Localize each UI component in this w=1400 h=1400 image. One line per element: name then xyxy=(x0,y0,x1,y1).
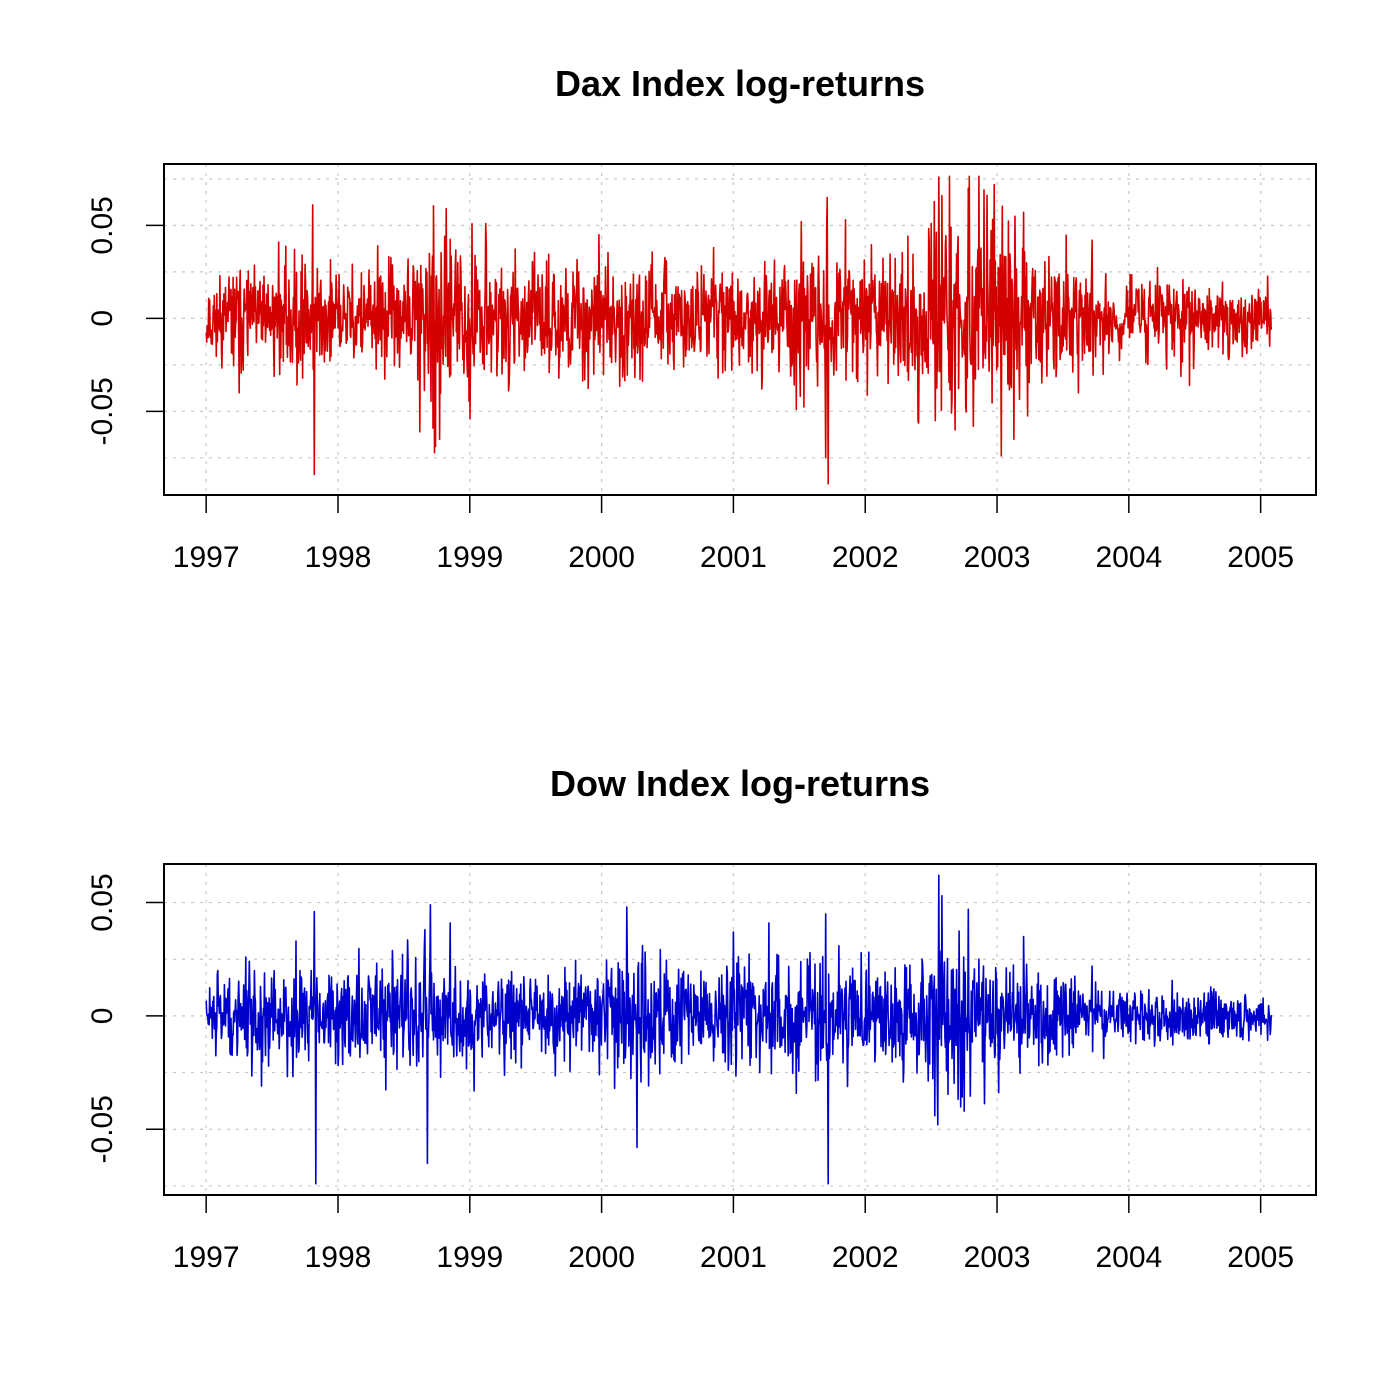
dax-x-tick-label: 2000 xyxy=(568,541,635,574)
dow-x-tick-label: 1997 xyxy=(173,1241,240,1274)
dow-y-tick-label: 0.05 xyxy=(86,873,119,931)
dax-returns-line xyxy=(205,175,1272,485)
dow-y-axis: -0.05 0 0.05 xyxy=(86,873,164,1163)
dax-y-tick-label: -0.05 xyxy=(86,377,119,445)
dax-x-axis: 1997 1998 1999 2000 2001 2002 2003 2004 2005 xyxy=(173,495,1294,574)
dow-x-tick-label: 2004 xyxy=(1095,1241,1162,1274)
dow-chart-title: Dow Index log-returns xyxy=(550,763,930,804)
dax-x-tick-label: 2001 xyxy=(700,541,767,574)
dax-x-tick-label: 1998 xyxy=(305,541,372,574)
dow-x-tick-label: 2002 xyxy=(832,1241,899,1274)
dax-chart-title: Dax Index log-returns xyxy=(555,63,925,104)
dax-y-tick-label: 0 xyxy=(86,310,119,327)
dax-x-tick-label: 2002 xyxy=(832,541,899,574)
dax-chart: Dax Index log-returns 1997 1998 1999 2000 20… xyxy=(86,63,1317,574)
dow-plot-frame xyxy=(163,863,1317,1196)
dow-x-axis: 1997 1998 1999 2000 2001 2002 2003 2004 2005 xyxy=(173,1195,1294,1274)
dax-x-tick-label: 2005 xyxy=(1227,541,1294,574)
dow-y-tick-label: -0.05 xyxy=(86,1095,119,1163)
dow-chart: Dow Index log-returns 1997 1998 1999 2000 20… xyxy=(86,763,1317,1274)
dax-x-tick-label: 2003 xyxy=(964,541,1031,574)
dax-y-axis: -0.05 0 0.05 xyxy=(86,196,164,446)
dax-plot-frame xyxy=(163,163,1317,496)
dow-x-tick-label: 2005 xyxy=(1227,1241,1294,1274)
dax-series-layer xyxy=(205,175,1272,485)
dax-x-tick-label: 2004 xyxy=(1095,541,1162,574)
dax-x-tick-label: 1999 xyxy=(436,541,503,574)
dow-x-tick-label: 2003 xyxy=(964,1241,1031,1274)
dow-x-tick-label: 1999 xyxy=(436,1241,503,1274)
dow-series-layer xyxy=(205,874,1272,1185)
dow-x-tick-label: 2000 xyxy=(568,1241,635,1274)
dax-y-tick-label: 0.05 xyxy=(86,196,119,254)
dow-x-tick-label: 1998 xyxy=(305,1241,372,1274)
dax-x-tick-label: 1997 xyxy=(173,541,240,574)
dow-y-tick-label: 0 xyxy=(86,1008,119,1025)
dow-returns-line xyxy=(205,874,1272,1185)
dow-x-tick-label: 2001 xyxy=(700,1241,767,1274)
